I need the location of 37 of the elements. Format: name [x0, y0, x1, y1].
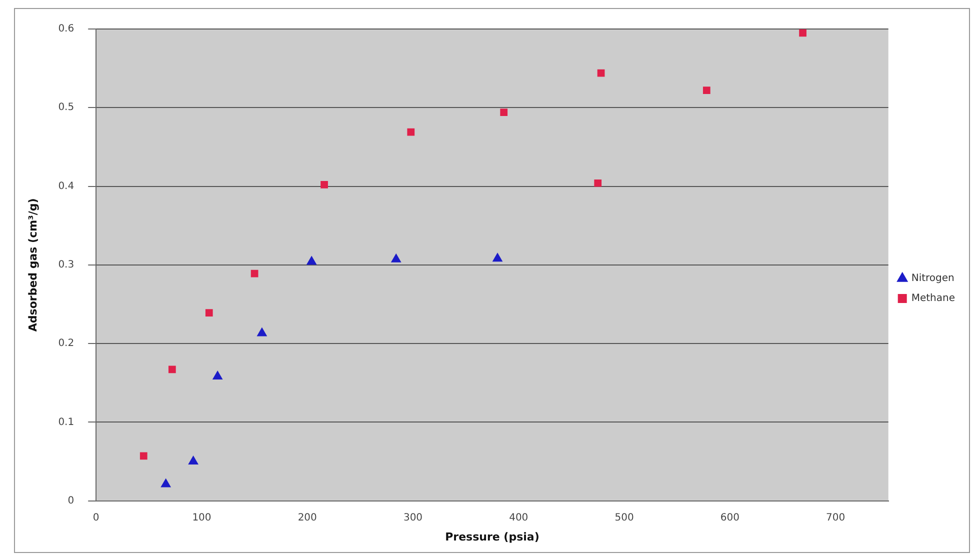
point	[188, 456, 198, 464]
y-axis-title: Adsorbed gas (cm³/g)	[26, 198, 40, 332]
x-axis-title: Pressure (psia)	[445, 530, 540, 544]
y-tick-label: 0.3	[58, 259, 74, 270]
point	[597, 69, 605, 77]
point	[250, 270, 258, 278]
x-tick-label: 100	[192, 512, 212, 524]
y-tick-label: 0.4	[58, 180, 74, 192]
y-tick-label: 0.6	[58, 24, 74, 35]
point	[205, 309, 213, 317]
legend-label: Methane	[911, 293, 956, 304]
y-tick-label: 0.1	[58, 416, 74, 428]
point	[702, 86, 710, 94]
point	[799, 29, 806, 37]
point	[160, 478, 171, 488]
x-tick-label: 400	[509, 512, 528, 524]
point	[140, 452, 148, 460]
point	[212, 371, 222, 380]
x-tick-label: 500	[614, 512, 634, 524]
point	[594, 179, 602, 187]
point	[500, 108, 508, 116]
point	[492, 253, 502, 262]
x-tick-label: 600	[720, 512, 740, 524]
point	[306, 256, 316, 265]
point	[407, 128, 415, 136]
y-tick-label: 0	[68, 495, 74, 506]
y-tick-label: 0.5	[58, 102, 74, 114]
x-tick-label: 300	[403, 512, 423, 524]
x-tick-label: 200	[298, 512, 317, 524]
point	[168, 366, 176, 374]
x-tick-label: 700	[826, 512, 846, 524]
y-tick-label: 0.2	[58, 338, 74, 350]
point	[320, 181, 328, 188]
legend-label: Nitrogen	[911, 273, 954, 284]
point	[391, 254, 401, 262]
x-tick-label: 0	[92, 512, 100, 524]
point	[257, 328, 267, 336]
